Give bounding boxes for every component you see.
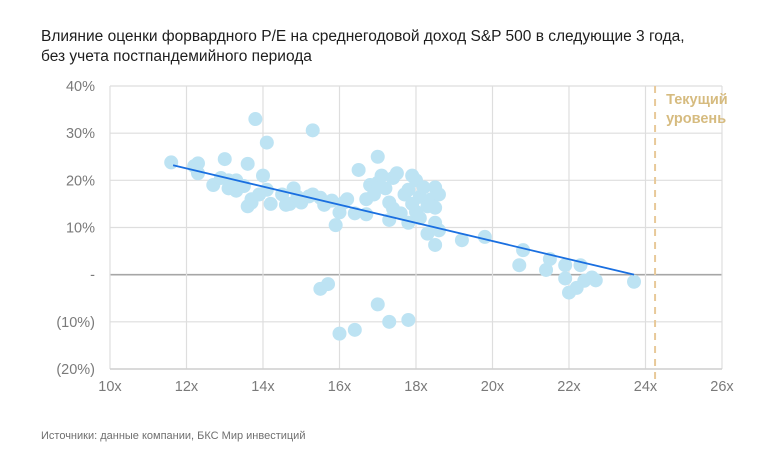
y-tick-label: - <box>90 268 95 284</box>
x-tick-label: 24x <box>634 379 658 395</box>
data-point <box>627 274 642 289</box>
data-point <box>328 218 343 233</box>
grid-lines <box>109 85 723 370</box>
data-point <box>370 297 385 312</box>
current-level-label: Текущий <box>666 92 728 108</box>
data-point <box>259 182 274 197</box>
data-point <box>366 187 381 202</box>
data-point <box>351 162 366 177</box>
data-point <box>332 326 347 341</box>
data-point <box>401 182 416 197</box>
data-point <box>190 156 205 171</box>
data-point <box>588 273 603 288</box>
data-point <box>374 168 389 183</box>
y-tick-label: (20%) <box>56 362 95 378</box>
data-point <box>378 181 393 196</box>
data-point <box>164 155 179 170</box>
data-point <box>412 211 427 226</box>
data-point <box>321 277 336 292</box>
data-point <box>248 112 263 127</box>
x-tick-label: 20x <box>481 379 505 395</box>
y-tick-label: 40% <box>66 79 95 95</box>
data-point <box>382 314 397 329</box>
x-tick-label: 14x <box>251 379 275 395</box>
data-point <box>539 262 554 277</box>
chart-title-line-2: без учета постпандемийного периода <box>41 48 312 65</box>
data-point <box>389 166 404 181</box>
y-tick-label: 20% <box>66 173 95 189</box>
x-tick-label: 10x <box>98 379 122 395</box>
data-point <box>263 196 278 211</box>
data-point <box>340 192 355 207</box>
data-point <box>370 149 385 164</box>
data-point <box>240 156 255 171</box>
data-point <box>305 123 320 138</box>
x-tick-label: 18x <box>404 379 428 395</box>
chart-title-line-1: Влияние оценки форвардного P/E на средне… <box>41 28 685 45</box>
data-point <box>416 180 431 195</box>
data-point <box>256 168 270 183</box>
y-axis-ticks: 40% 30% 20% 10% - (10%) (20%) <box>56 79 95 378</box>
data-point <box>454 233 469 248</box>
data-point <box>512 258 527 273</box>
x-tick-label: 12x <box>175 379 199 395</box>
data-point <box>217 152 232 167</box>
y-tick-label: (10%) <box>56 315 95 331</box>
current-level-label: уровень <box>666 111 726 127</box>
x-tick-label: 22x <box>557 379 581 395</box>
trend-line-group <box>172 164 635 276</box>
data-point <box>558 271 573 286</box>
trend-line <box>172 164 635 276</box>
data-point <box>420 226 435 241</box>
data-point <box>428 200 443 215</box>
data-point <box>477 229 492 244</box>
data-point <box>347 322 362 337</box>
source-note: Источники: данные компании, БКС Мир инве… <box>41 430 306 442</box>
data-point <box>431 187 446 202</box>
data-point <box>401 312 416 327</box>
data-point <box>428 237 443 252</box>
data-point <box>558 258 573 273</box>
chart-title: Влияние оценки форвардного P/E на средне… <box>41 27 741 67</box>
x-tick-label: 16x <box>328 379 352 395</box>
data-point <box>393 206 408 221</box>
y-tick-label: 10% <box>66 221 95 237</box>
data-point <box>259 135 274 150</box>
data-point <box>190 166 205 181</box>
annotation-group: Текущий уровень <box>654 86 728 381</box>
x-tick-label: 26x <box>710 379 734 395</box>
data-point <box>401 215 416 230</box>
y-tick-label: 30% <box>66 126 95 142</box>
x-axis-ticks: 10x 12x 14x 16x 18x 20x 22x 24x 26x <box>98 379 734 395</box>
